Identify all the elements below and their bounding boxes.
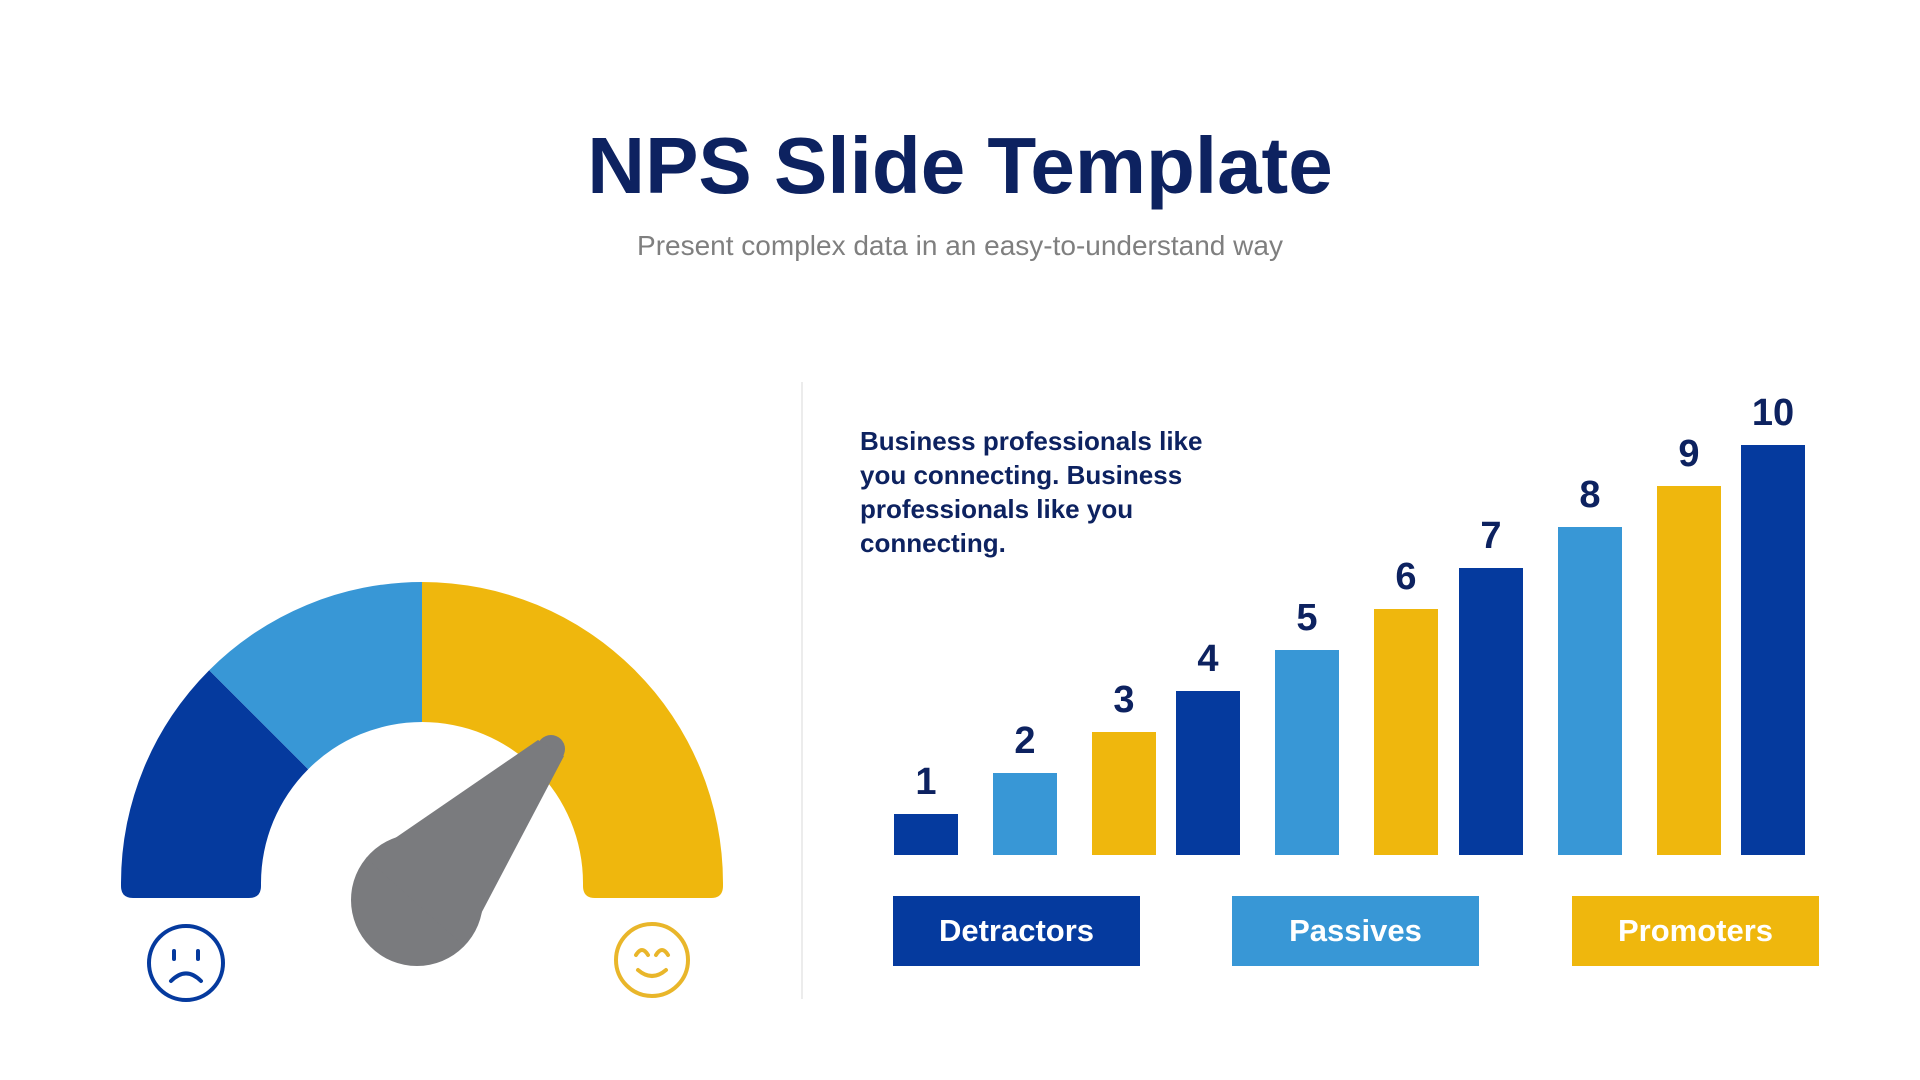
bar-6 (1374, 609, 1438, 855)
legend-promoters: Promoters (1572, 896, 1819, 966)
bar-value-label: 4 (1197, 638, 1219, 680)
bar-3 (1092, 732, 1156, 855)
bar-value-label: 6 (1395, 556, 1417, 598)
bar-9 (1657, 486, 1721, 855)
bar-value-label: 8 (1579, 474, 1601, 516)
gauge-segment-passives (209, 582, 422, 770)
bar-7 (1459, 568, 1523, 855)
sad-face-icon (147, 924, 225, 1002)
bar-value-label: 7 (1480, 515, 1502, 557)
bar-10 (1741, 445, 1805, 855)
page-subtitle: Present complex data in an easy-to-under… (637, 230, 1283, 261)
bar-value-label: 9 (1678, 433, 1700, 475)
bar-5 (1275, 650, 1339, 855)
bar-4 (1176, 691, 1240, 855)
gauge-segment-detractors (121, 670, 309, 898)
bar-value-label: 3 (1113, 679, 1135, 721)
bar-8 (1558, 527, 1622, 855)
bar-value-label: 2 (1014, 720, 1036, 762)
legend-label: Passives (1289, 913, 1422, 948)
bar-value-label: 5 (1296, 597, 1318, 639)
legend-detractors: Detractors (893, 896, 1140, 966)
bar-2 (993, 773, 1057, 855)
bar-value-label: 10 (1751, 392, 1795, 434)
happy-face-icon (614, 922, 690, 998)
gauge-segment-promoters (422, 582, 723, 898)
description-text: Business professionals like you connecti… (860, 426, 1203, 558)
bar-value-label: 1 (915, 761, 937, 803)
vertical-divider (801, 382, 803, 999)
legend-passives: Passives (1232, 896, 1479, 966)
legend-label: Detractors (938, 913, 1095, 948)
page-title: NPS Slide Template (587, 121, 1333, 210)
gauge-needle (351, 735, 565, 966)
bar-1 (894, 814, 958, 855)
legend-label: Promoters (1617, 913, 1774, 948)
nps-gauge (121, 582, 723, 1002)
